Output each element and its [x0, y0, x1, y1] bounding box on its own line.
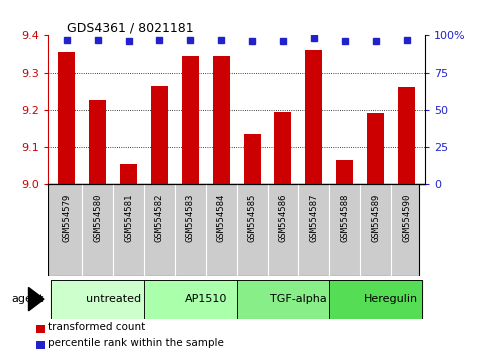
Bar — [144, 280, 237, 319]
Text: GSM554584: GSM554584 — [217, 193, 226, 242]
Text: GSM554589: GSM554589 — [371, 193, 380, 242]
Text: GSM554590: GSM554590 — [402, 193, 411, 242]
Bar — [151, 86, 168, 184]
Bar — [89, 101, 106, 184]
Text: TGF-alpha: TGF-alpha — [270, 294, 327, 304]
Bar — [120, 164, 137, 184]
Text: GDS4361 / 8021181: GDS4361 / 8021181 — [67, 21, 194, 34]
Text: GSM554586: GSM554586 — [279, 193, 287, 242]
Bar — [58, 52, 75, 184]
Bar — [336, 160, 353, 184]
Text: GSM554587: GSM554587 — [310, 193, 318, 242]
Text: transformed count: transformed count — [48, 322, 145, 332]
Bar — [274, 112, 291, 184]
Text: GSM554582: GSM554582 — [155, 193, 164, 242]
Text: AP1510: AP1510 — [185, 294, 227, 304]
Bar — [243, 134, 261, 184]
Bar — [237, 280, 329, 319]
Text: GSM554588: GSM554588 — [340, 193, 349, 242]
Bar — [213, 56, 230, 184]
Bar — [51, 280, 144, 319]
Text: Heregulin: Heregulin — [364, 294, 418, 304]
Text: GSM554583: GSM554583 — [186, 193, 195, 242]
Text: GSM554581: GSM554581 — [124, 193, 133, 242]
Text: GSM554585: GSM554585 — [248, 193, 256, 242]
Bar — [182, 56, 199, 184]
Text: agent: agent — [11, 294, 43, 304]
Text: percentile rank within the sample: percentile rank within the sample — [48, 338, 224, 348]
Bar — [398, 87, 415, 184]
Polygon shape — [28, 287, 44, 311]
Bar — [367, 114, 384, 184]
Text: GSM554579: GSM554579 — [62, 193, 71, 242]
Text: untreated: untreated — [85, 294, 141, 304]
Text: GSM554580: GSM554580 — [93, 193, 102, 242]
Bar — [329, 280, 422, 319]
Bar — [305, 50, 322, 184]
